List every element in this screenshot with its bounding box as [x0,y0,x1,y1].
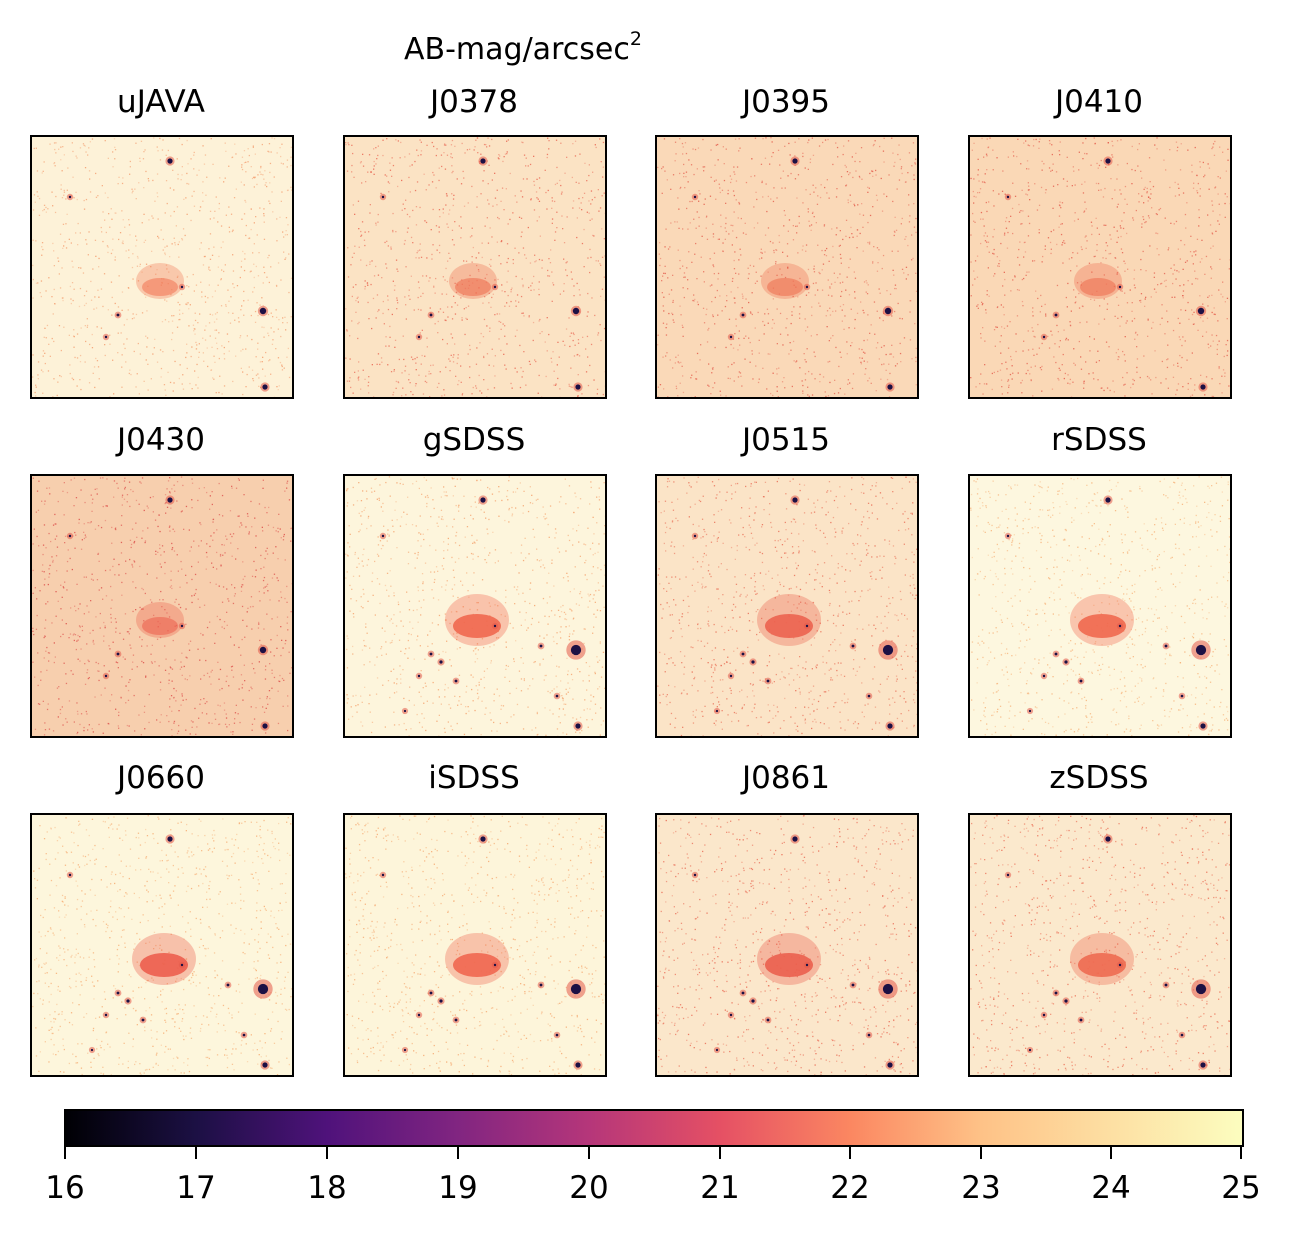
panel-image-j0660 [30,813,294,1077]
colorbar-tick-label: 20 [569,1170,609,1206]
panel-title-j0378: J0378 [429,84,519,120]
colorbar-tick-label: 24 [1091,1170,1131,1206]
panel-title-ujava: uJAVA [117,84,205,120]
panel-image-isdss [343,813,607,1077]
panel-image-gsdss [343,474,607,738]
colorbar-tick-label: 22 [830,1170,870,1206]
colorbar-tick-label: 18 [307,1170,347,1206]
colorbar-tick [1110,1145,1112,1159]
colorbar-tick [849,1145,851,1159]
colorbar-tick-label: 23 [961,1170,1001,1206]
colorbar-tick-label: 17 [176,1170,216,1206]
colorbar-tick [457,1145,459,1159]
colorbar [64,1109,1244,1147]
colorbar-tick [1240,1145,1242,1159]
colorbar-tick-label: 19 [438,1170,478,1206]
panel-title-j0861: J0861 [741,760,831,796]
panel-title-j0395: J0395 [741,84,831,120]
panel-title-j0515: J0515 [741,422,831,458]
unit-exponent: 2 [629,28,642,50]
colorbar-tick [195,1145,197,1159]
panel-image-ujava [30,135,294,399]
panel-image-j0395 [655,135,919,399]
colorbar-tick [64,1145,66,1159]
colorbar-unit-label: AB-mag/arcsec2 [404,30,642,70]
panel-image-j0430 [30,474,294,738]
panel-image-rsdss [968,474,1232,738]
panel-title-zsdss: zSDSS [1049,760,1149,796]
colorbar-tick [719,1145,721,1159]
panel-title-j0430: J0430 [116,422,206,458]
panel-title-gsdss: gSDSS [422,422,526,458]
colorbar-tick [980,1145,982,1159]
colorbar-tick [588,1145,590,1159]
colorbar-tick [326,1145,328,1159]
panel-title-rsdss: rSDSS [1051,422,1147,458]
unit-text: AB-mag/arcsec [404,32,630,67]
panel-image-j0861 [655,813,919,1077]
colorbar-tick-label: 21 [700,1170,740,1206]
panel-title-isdss: iSDSS [428,760,520,796]
panel-image-j0515 [655,474,919,738]
colorbar-tick-label: 25 [1221,1170,1261,1206]
panel-image-j0378 [343,135,607,399]
panel-image-zsdss [968,813,1232,1077]
panel-image-j0410 [968,135,1232,399]
colorbar-tick-label: 16 [45,1170,85,1206]
panel-title-j0660: J0660 [116,760,206,796]
panel-title-j0410: J0410 [1054,84,1144,120]
